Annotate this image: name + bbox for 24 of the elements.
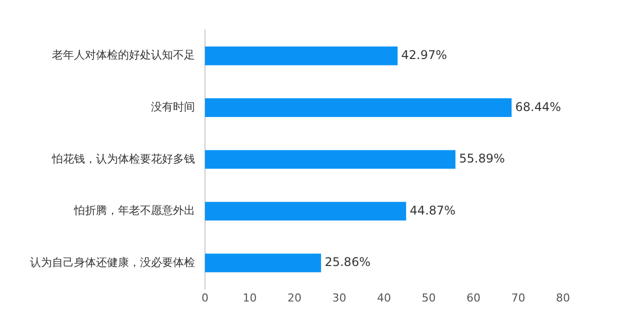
x-tick-label: 80 [556,291,570,304]
data-label: 25.86% [324,255,370,270]
x-tick-label: 30 [332,291,346,304]
x-tick-label: 70 [511,291,526,304]
data-label: 68.44% [515,100,562,114]
x-tick-label: 50 [422,291,436,304]
y-tick-label: 怕花钱，认为体检要花好多钱 [51,152,195,166]
x-tick-label: 0 [202,291,208,304]
bar [205,150,456,169]
y-tick-label: 认为自己身体还健康，没必要体检 [30,256,195,269]
bar [205,254,322,272]
y-tick-label: 老年人对体检的好处认知不足 [52,48,195,62]
x-tick-label: 40 [377,291,391,304]
y-tick-label: 怕折腾，年老不愿意外出 [73,204,195,218]
x-tick-label: 60 [466,291,480,304]
data-label: 44.87% [410,203,456,218]
data-label: 42.97% [401,48,448,62]
data-label: 55.89% [459,152,505,166]
y-tick-label: 没有时间 [151,100,195,114]
bar [205,98,512,117]
x-tick-label: 10 [242,291,257,304]
bar [205,46,398,66]
bar [205,202,406,220]
x-tick-label: 20 [288,291,302,304]
